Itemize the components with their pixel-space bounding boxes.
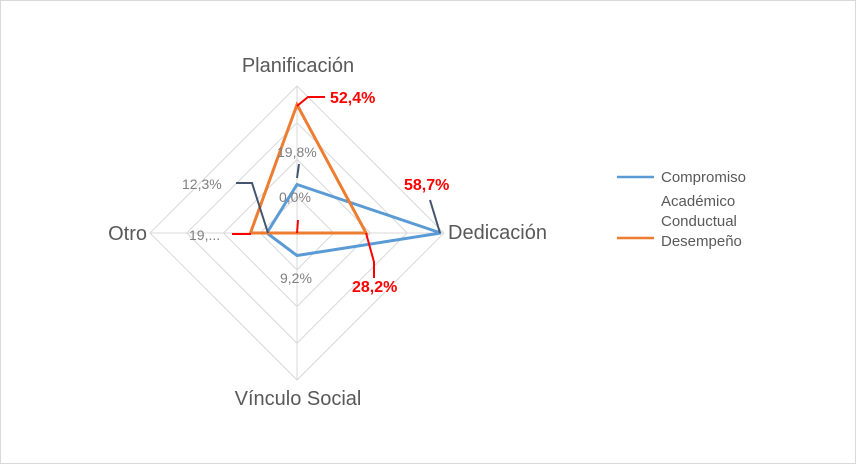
axis-label-dedicacion: Dedicación: [448, 222, 547, 244]
axis-label-otro: Otro: [108, 223, 147, 245]
leader-line-dedicacion-1: [429, 199, 441, 234]
legend-label-conductual-line2: Desempeño: [661, 233, 742, 250]
legend-label-conductual-line1: Conductual: [661, 213, 737, 230]
data-label-conductual-dedicacion: 28,2%: [352, 279, 397, 296]
data-label-compromiso-vinculo: 9,2%: [280, 270, 312, 286]
data-label-conductual-vinculo: 0,0%: [279, 189, 311, 205]
data-label-conductual-planificacion: 52,4%: [330, 90, 375, 107]
legend-label-compromiso-line2: Académico: [661, 193, 735, 210]
radar-grid: [149, 85, 445, 381]
data-label-conductual-otro: 19,...: [189, 227, 220, 243]
legend-label-compromiso-line1: Compromiso: [661, 169, 746, 186]
leader-line-otro-1: [236, 182, 269, 234]
leader-line-planificacion-2: [296, 96, 325, 107]
legend: Compromiso Académico Conductual Desempeñ…: [617, 169, 746, 250]
leader-line-center-2: [296, 219, 299, 234]
axis-label-planificacion: Planificación: [242, 55, 354, 77]
axis-label-vinculo-social: Vínculo Social: [235, 388, 362, 410]
data-label-compromiso-dedicacion: 58,7%: [404, 177, 449, 194]
data-label-compromiso-planificacion: 19,8%: [277, 144, 317, 160]
data-label-compromiso-otro: 12,3%: [182, 176, 222, 192]
leader-line-planificacion-1: [296, 163, 300, 179]
series-line-compromiso: [264, 182, 442, 258]
series-line-conductual: [248, 100, 369, 235]
leader-lines: [232, 96, 441, 278]
leader-line-dedicacion-2: [365, 232, 375, 278]
